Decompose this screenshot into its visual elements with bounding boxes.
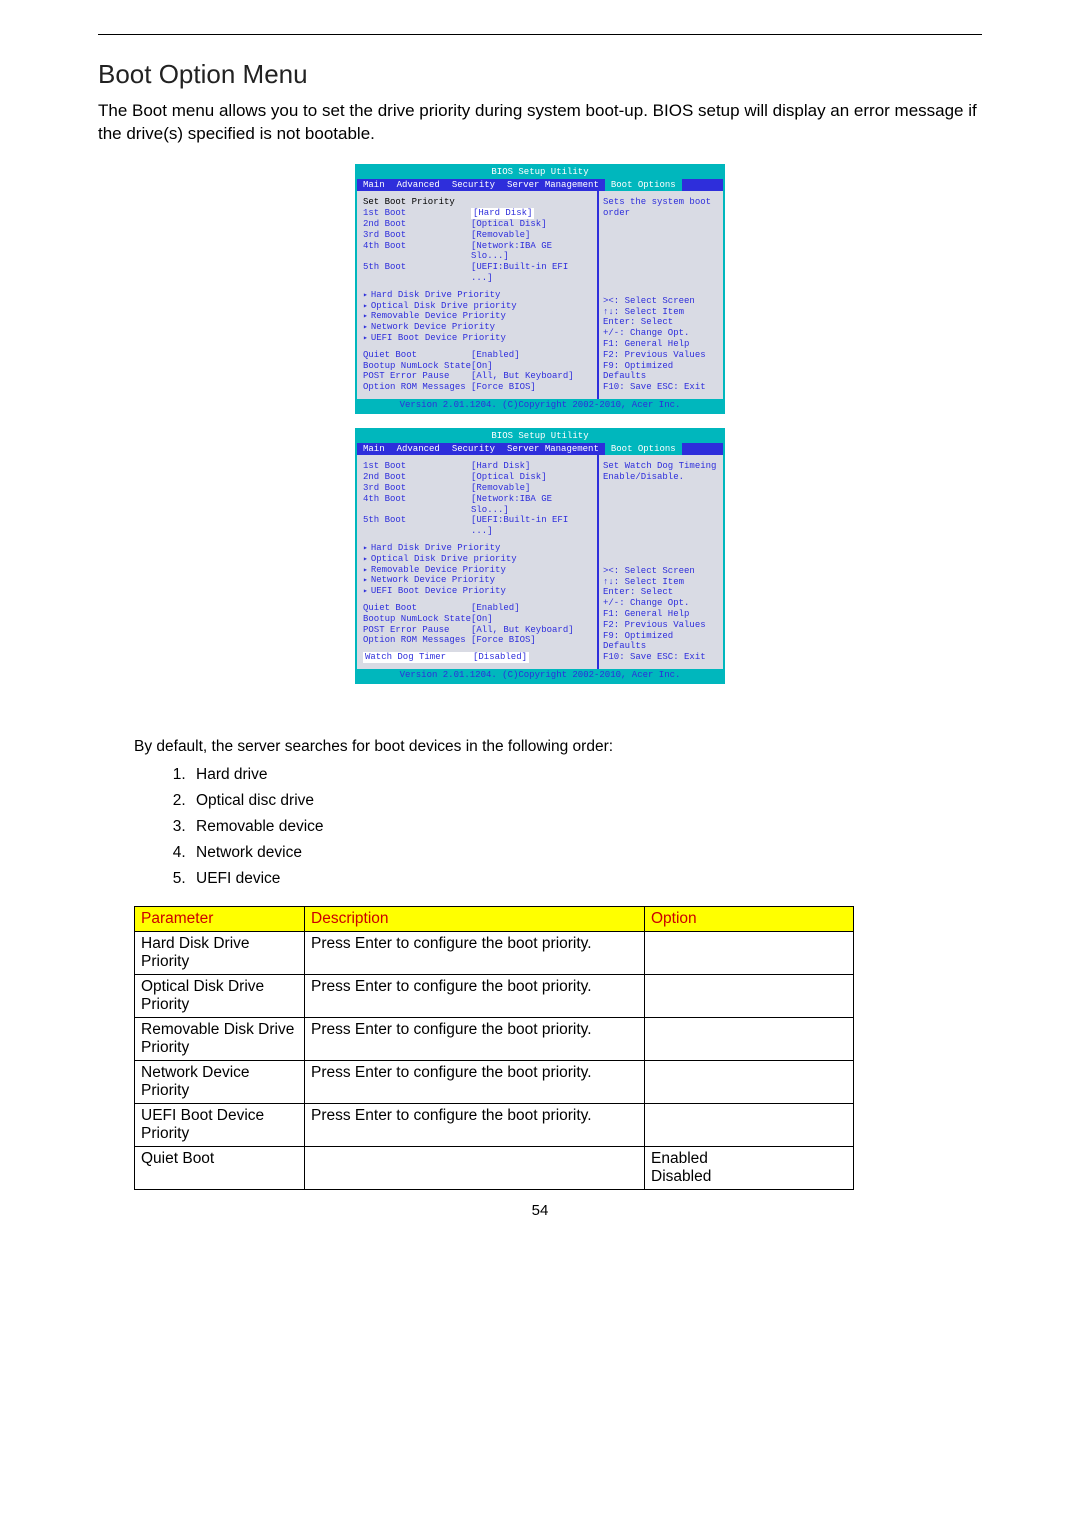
table-row: Optical Disk Drive PriorityPress Enter t…: [135, 974, 854, 1017]
table-row: Hard Disk Drive PriorityPress Enter to c…: [135, 931, 854, 974]
bios-screenshot-1: BIOS Setup Utility MainAdvancedSecurityS…: [355, 164, 725, 414]
list-item: Hard drive: [190, 766, 982, 784]
bios-help-key: ↑↓: Select Item: [603, 577, 719, 588]
table-row: Quiet Boot EnabledDisabled: [135, 1146, 854, 1189]
table-header: Description: [305, 906, 645, 931]
table-cell: Press Enter to configure the boot priori…: [305, 1103, 645, 1146]
table-cell: Hard Disk Drive Priority: [135, 931, 305, 974]
bios-tab: Advanced: [391, 443, 446, 456]
bios-help-key: ↑↓: Select Item: [603, 307, 719, 318]
bios-tab: Server Management: [501, 443, 605, 456]
bios-screenshot-2: BIOS Setup Utility MainAdvancedSecurityS…: [355, 428, 725, 684]
bios-tabs: MainAdvancedSecurityServer ManagementBoo…: [357, 443, 723, 456]
bios-tab: Boot Options: [605, 443, 682, 456]
bios-footer: Version 2.01.1204. (C)Copyright 2002-201…: [357, 399, 723, 412]
table-cell: Press Enter to configure the boot priori…: [305, 974, 645, 1017]
table-cell: [645, 1103, 854, 1146]
intro-paragraph: The Boot menu allows you to set the driv…: [98, 100, 982, 146]
table-cell: [645, 1060, 854, 1103]
table-row: Network Device PriorityPress Enter to co…: [135, 1060, 854, 1103]
bios-help-key: F9: Optimized Defaults: [603, 361, 719, 383]
table-header: Parameter: [135, 906, 305, 931]
list-item: Removable device: [190, 818, 982, 836]
list-item: UEFI device: [190, 870, 982, 888]
bios-help-key: Enter: Select: [603, 587, 719, 598]
bios-footer: Version 2.01.1204. (C)Copyright 2002-201…: [357, 669, 723, 682]
bios-tabs: MainAdvancedSecurityServer ManagementBoo…: [357, 179, 723, 192]
bios-help-key: F9: Optimized Defaults: [603, 631, 719, 653]
table-cell: Network Device Priority: [135, 1060, 305, 1103]
bios-help-key: F1: General Help: [603, 609, 719, 620]
table-cell: [645, 974, 854, 1017]
bios-help-top: Sets the system boot order: [603, 197, 719, 219]
bios-help-key: ><: Select Screen: [603, 566, 719, 577]
bios-help-key: ><: Select Screen: [603, 296, 719, 307]
table-cell: Quiet Boot: [135, 1146, 305, 1189]
bios-help-key: F2: Previous Values: [603, 350, 719, 361]
default-order-text: By default, the server searches for boot…: [134, 738, 982, 756]
bios-help-key: F1: General Help: [603, 339, 719, 350]
bios-help-key: F2: Previous Values: [603, 620, 719, 631]
list-item: Network device: [190, 844, 982, 862]
table-cell: Press Enter to configure the boot priori…: [305, 931, 645, 974]
list-item: Optical disc drive: [190, 792, 982, 810]
bios-tab: Server Management: [501, 179, 605, 192]
bios-help-key: F10: Save ESC: Exit: [603, 382, 719, 393]
bios-help-key: F10: Save ESC: Exit: [603, 652, 719, 663]
bios-help-key: +/-: Change Opt.: [603, 598, 719, 609]
table-cell: UEFI Boot Device Priority: [135, 1103, 305, 1146]
bios-tab: Main: [357, 179, 391, 192]
table-cell: [305, 1146, 645, 1189]
table-cell: Press Enter to configure the boot priori…: [305, 1017, 645, 1060]
bios-help-top: Set Watch Dog Timeing Enable/Disable.: [603, 461, 719, 483]
table-cell: [645, 1017, 854, 1060]
table-header: Option: [645, 906, 854, 931]
bios-tab: Boot Options: [605, 179, 682, 192]
page-heading: Boot Option Menu: [98, 59, 982, 90]
parameter-table: ParameterDescriptionOption Hard Disk Dri…: [134, 906, 854, 1190]
bios-tab: Security: [446, 443, 501, 456]
table-cell: Removable Disk Drive Priority: [135, 1017, 305, 1060]
device-order-list: Hard drive Optical disc drive Removable de…: [190, 766, 982, 888]
table-row: Removable Disk Drive PriorityPress Enter…: [135, 1017, 854, 1060]
table-cell: Press Enter to configure the boot priori…: [305, 1060, 645, 1103]
table-cell: [645, 931, 854, 974]
bios-help-key: +/-: Change Opt.: [603, 328, 719, 339]
table-cell: EnabledDisabled: [645, 1146, 854, 1189]
bios-tab: Main: [357, 443, 391, 456]
top-rule: [98, 34, 982, 35]
bios-title: BIOS Setup Utility: [357, 166, 723, 179]
table-row: UEFI Boot Device PriorityPress Enter to …: [135, 1103, 854, 1146]
bios-tab: Security: [446, 179, 501, 192]
page-number: 54: [98, 1202, 982, 1219]
table-cell: Optical Disk Drive Priority: [135, 974, 305, 1017]
bios-help-key: Enter: Select: [603, 317, 719, 328]
bios-tab: Advanced: [391, 179, 446, 192]
bios-title: BIOS Setup Utility: [357, 430, 723, 443]
